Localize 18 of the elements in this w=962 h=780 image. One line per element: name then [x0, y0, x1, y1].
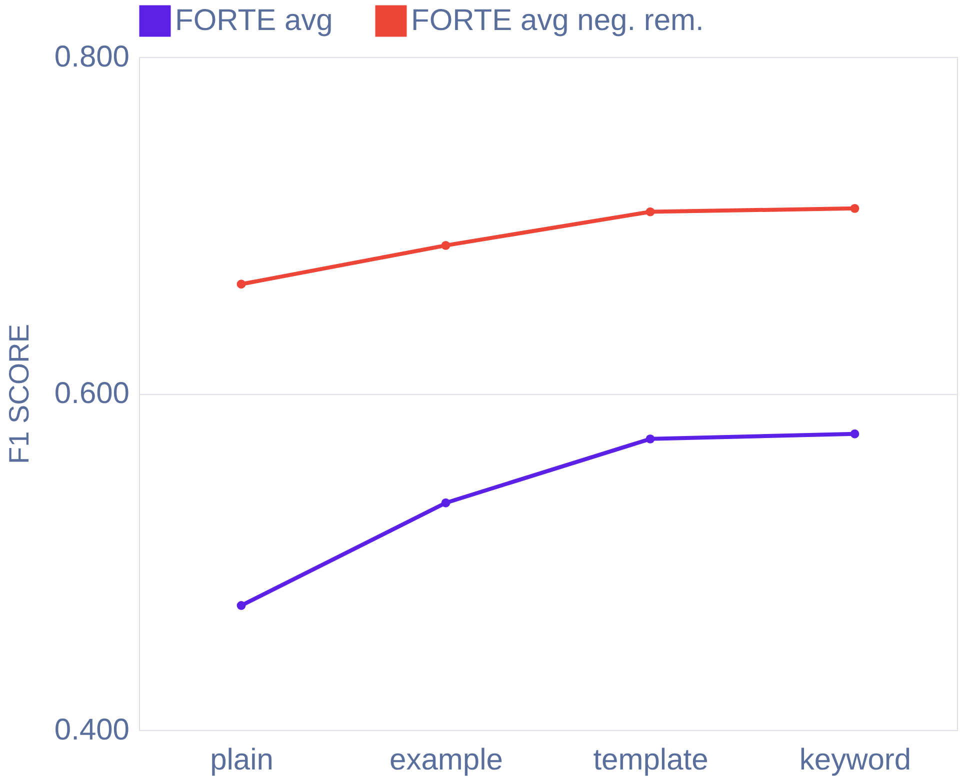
point	[236, 280, 246, 289]
y-axis-title: F1 SCORE	[3, 324, 34, 464]
y-tick-label: 0.400	[54, 714, 130, 746]
y-tick-label: 0.800	[54, 40, 130, 74]
point	[850, 429, 860, 438]
x-tick-label: plain	[210, 744, 274, 776]
point	[236, 601, 246, 610]
point	[646, 434, 655, 444]
x-tick-label: template	[593, 744, 708, 776]
legend-label: FORTE avg neg. rem.	[411, 4, 704, 37]
point	[850, 204, 860, 213]
x-tick-label: example	[390, 744, 503, 776]
legend-label: FORTE avg	[175, 4, 333, 37]
point	[441, 498, 450, 508]
point	[441, 240, 450, 250]
y-tick-label: 0.600	[54, 377, 130, 410]
x-tick-label: keyword	[799, 744, 912, 776]
point	[646, 207, 655, 216]
